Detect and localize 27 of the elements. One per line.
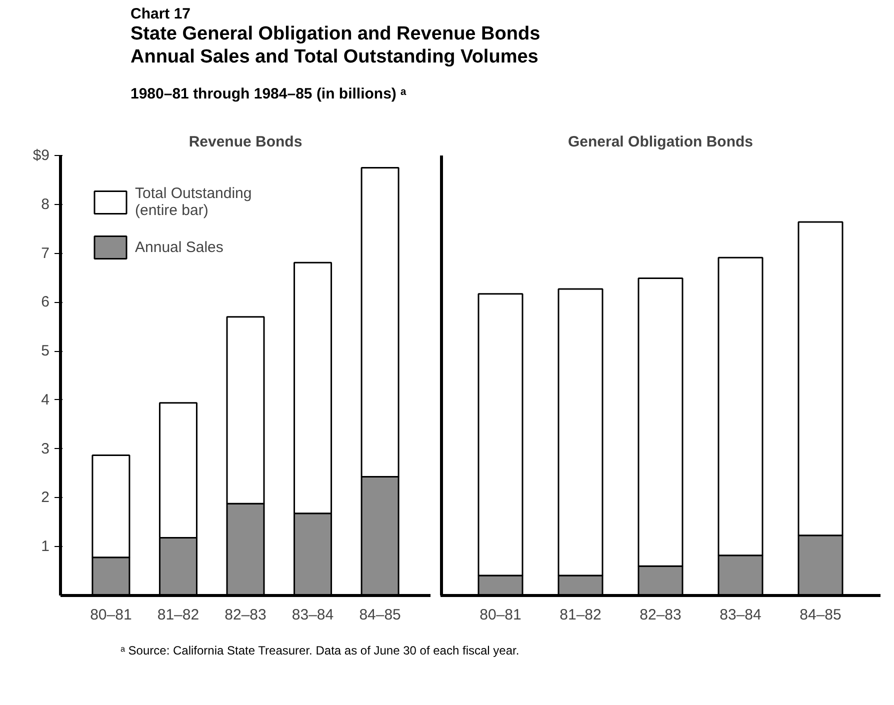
x-tick-label: 83–84 xyxy=(292,606,334,624)
x-tick-label: 80–81 xyxy=(90,606,132,624)
y-tick-label: 7 xyxy=(41,244,50,262)
x-tick-label: 84–85 xyxy=(359,606,401,624)
x-tick-label: 84–85 xyxy=(800,606,842,624)
y-tick-label: 1 xyxy=(41,538,50,556)
text: State General Obligation and Revenue Bonds Annual Sales and Total Outstanding Volumes xyxy=(130,24,540,68)
y-tick-label: 5 xyxy=(41,342,50,360)
text: 1980–81 through 1984–85 (in billions) ᵃ xyxy=(130,86,407,102)
chart-title: General Obligation Bonds xyxy=(568,134,754,150)
y-tick-label: 4 xyxy=(41,391,50,408)
caption: Chart 17 xyxy=(130,6,191,22)
x-tick-label: 81–82 xyxy=(157,606,200,624)
y-tick-label: 3 xyxy=(41,440,50,458)
y-tick-label: 6 xyxy=(41,294,50,311)
y-tick-label: $9 xyxy=(32,147,50,164)
chart-title: Revenue Bonds xyxy=(188,134,302,150)
legend-label: Annual Sales xyxy=(135,238,224,256)
legend-label: Total Outstanding (entire bar) xyxy=(135,185,252,219)
text: ᵃ Source: California State Treasurer. Data as of June 30 of each fiscal year. xyxy=(120,644,520,658)
x-tick-label: 82–83 xyxy=(224,606,266,624)
x-tick-label: 82–83 xyxy=(640,606,682,624)
x-tick-label: 80–81 xyxy=(480,606,522,624)
x-tick-label: 81–82 xyxy=(560,606,602,624)
x-tick-label: 83–84 xyxy=(720,606,762,624)
y-tick-label: 2 xyxy=(41,489,50,506)
y-tick-label: 8 xyxy=(41,196,50,213)
